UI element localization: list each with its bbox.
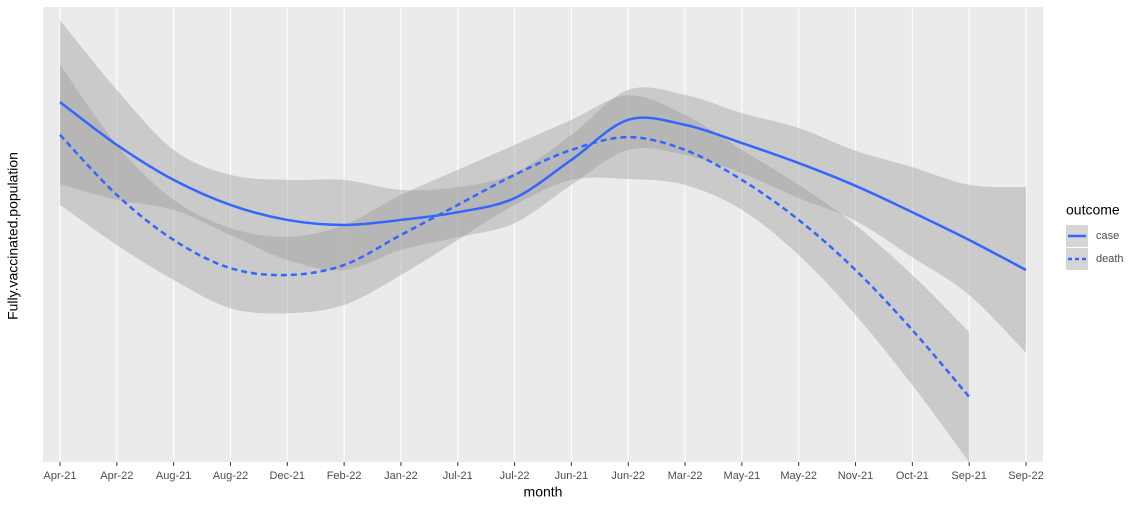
x-tick-label: Apr-22 bbox=[100, 470, 133, 482]
legend-label: death bbox=[1096, 253, 1124, 265]
legend-title: outcome bbox=[1066, 202, 1120, 218]
x-tick-label: Jun-22 bbox=[611, 470, 645, 482]
y-axis-title: Fully.vaccinated.population bbox=[5, 152, 21, 320]
x-tick-label: Sep-22 bbox=[1008, 470, 1043, 482]
x-tick-label: Mar-22 bbox=[668, 470, 703, 482]
confidence-band bbox=[60, 20, 1026, 353]
x-tick-label: Jul-21 bbox=[443, 470, 473, 482]
x-tick-label: Jun-21 bbox=[555, 470, 589, 482]
x-tick-label: May-22 bbox=[780, 470, 817, 482]
x-tick-label: Oct-21 bbox=[896, 470, 929, 482]
x-tick-label: Aug-22 bbox=[213, 470, 248, 482]
x-tick-label: Aug-21 bbox=[156, 470, 191, 482]
x-axis-title: month bbox=[524, 484, 563, 500]
x-tick-label: Apr-21 bbox=[43, 470, 76, 482]
confidence-band bbox=[60, 64, 970, 462]
x-tick-label: Dec-21 bbox=[270, 470, 305, 482]
smooth-line bbox=[59, 133, 971, 398]
x-tick-label: Nov-21 bbox=[838, 470, 873, 482]
x-tick-label: Feb-22 bbox=[327, 470, 362, 482]
smooth-line bbox=[59, 101, 1027, 272]
panel bbox=[43, 7, 1043, 462]
x-tick-label: Jan-22 bbox=[384, 470, 418, 482]
x-tick-label: Jul-22 bbox=[500, 470, 530, 482]
x-tick-label: May-21 bbox=[724, 470, 761, 482]
legend-label: case bbox=[1096, 230, 1119, 242]
x-tick-label: Sep-21 bbox=[951, 470, 986, 482]
